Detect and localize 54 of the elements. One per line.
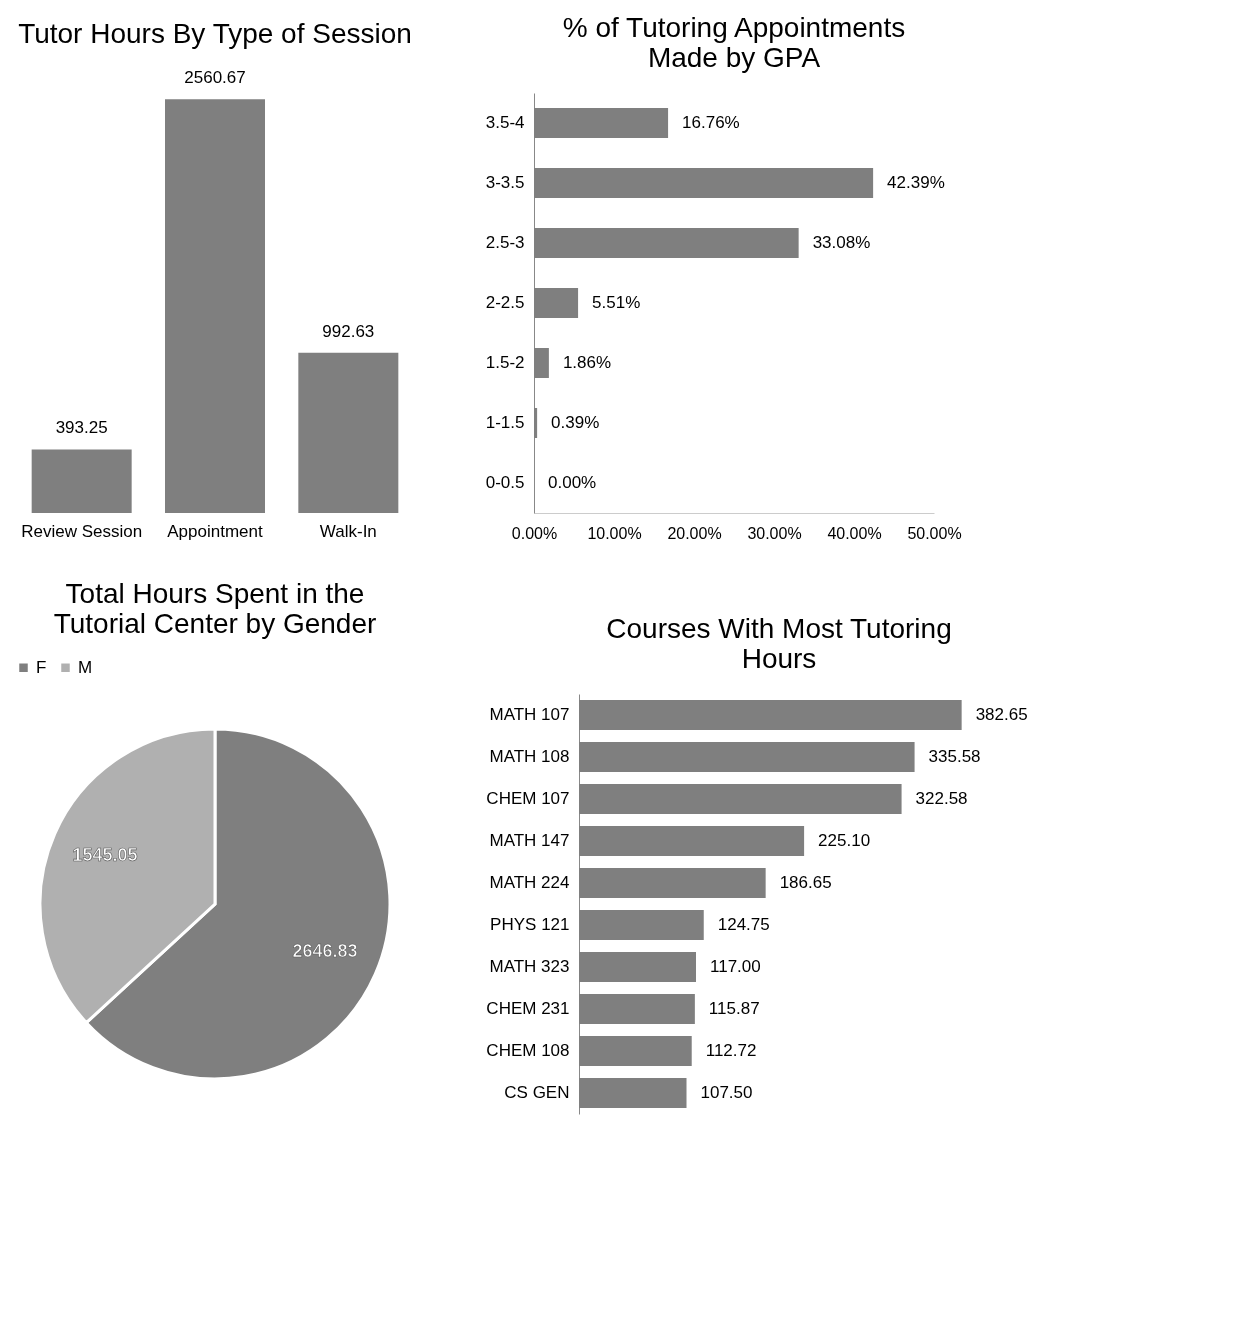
y-tick-label: 0-0.5 (485, 473, 525, 492)
y-tick-label: PHYS 121 (490, 915, 570, 934)
y-tick-label: 2-2.5 (485, 293, 525, 312)
data-label: 124.75 (717, 915, 770, 934)
chart-title: Tutor Hours By Type of Session (18, 18, 412, 50)
y-tick-label: 1.5-2 (485, 353, 525, 372)
data-label: 0.39% (551, 413, 600, 432)
chart-title: % of Tutoring Appointments Made by GPA (562, 12, 906, 73)
y-tick-label: MATH 108 (489, 747, 570, 766)
data-label: 33.08% (812, 233, 871, 252)
data-label: 112.72 (705, 1041, 757, 1060)
data-label: 335.58 (928, 747, 981, 766)
y-tick-label: MATH 224 (489, 873, 570, 892)
data-label: 107.50 (700, 1083, 753, 1102)
data-label: 42.39% (887, 173, 945, 192)
data-label: 0.00% (548, 473, 597, 492)
x-tick-label: Appointment (167, 521, 263, 541)
data-label: 2560.67 (184, 68, 246, 88)
data-label: 393.25 (55, 418, 108, 438)
data-label: 115.87 (708, 999, 760, 1018)
chart-title: Courses With Most Tutoring Hours (606, 613, 952, 674)
legend-label: M (78, 657, 93, 677)
y-tick-label: MATH 147 (489, 831, 570, 850)
legend-label: F (36, 657, 47, 677)
y-tick-label: CHEM 108 (486, 1041, 570, 1060)
x-tick-label: 40.00% (827, 524, 882, 542)
y-tick-label: 3-3.5 (485, 173, 525, 192)
x-tick-label: 50.00% (907, 524, 962, 542)
x-tick-label: Review Session (21, 521, 143, 541)
data-label: 992.63 (322, 321, 375, 341)
y-tick-label: CS GEN (504, 1083, 570, 1102)
data-label: 1.86% (562, 353, 612, 372)
x-tick-label: Walk-In (319, 521, 377, 541)
y-tick-label: CHEM 231 (486, 999, 570, 1018)
y-tick-label: 3.5-4 (485, 113, 525, 132)
x-tick-label: 20.00% (667, 524, 722, 542)
y-tick-label: CHEM 107 (486, 789, 570, 808)
x-tick-label: 0.00% (511, 524, 558, 542)
data-label: 322.58 (915, 789, 968, 808)
x-tick-label: 10.00% (587, 524, 642, 542)
chart-title: Total Hours Spent in the Tutorial Center by Gender (53, 578, 377, 639)
data-label: 5.51% (592, 293, 641, 312)
data-label: 382.65 (975, 705, 1028, 724)
data-label: 117.00 (710, 957, 761, 976)
data-label: 2646.83 (292, 941, 358, 962)
y-tick-label: MATH 323 (489, 957, 570, 976)
y-tick-label: 1-1.5 (485, 413, 525, 432)
data-label: 16.76% (682, 113, 740, 132)
y-tick-label: MATH 107 (489, 705, 570, 724)
data-label: 186.65 (779, 873, 832, 892)
y-tick-label: 2.5-3 (485, 233, 525, 252)
data-label: 1545.05 (72, 844, 138, 865)
x-tick-label: 30.00% (747, 524, 802, 542)
data-label: 225.10 (818, 831, 871, 850)
